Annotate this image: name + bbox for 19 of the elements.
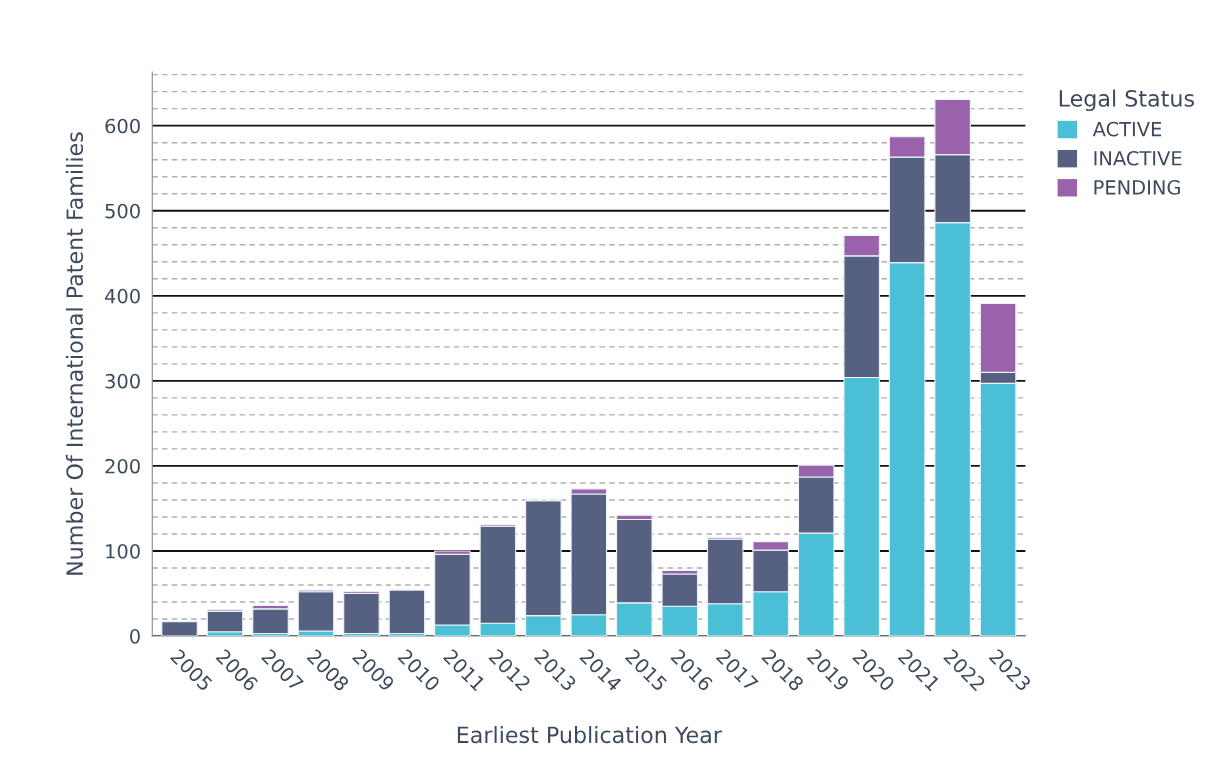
legend-label: INACTIVE <box>1094 150 1182 166</box>
legend-label: PENDING <box>1094 180 1180 195</box>
y-tick-label: 0 <box>130 629 140 644</box>
legend-title: Legal Status <box>1059 89 1194 112</box>
bar <box>252 608 289 635</box>
bar <box>206 610 244 633</box>
y-tick-label: 500 <box>105 203 140 219</box>
x-axis-title: Earliest Publication Year <box>457 726 722 744</box>
bar <box>297 591 335 632</box>
bar <box>161 621 198 637</box>
y-tick-label: 300 <box>105 373 140 389</box>
y-tick-label: 600 <box>105 118 140 134</box>
legend-label: ACTIVE <box>1092 121 1162 137</box>
y-axis-title: Number Of International Patent Families <box>65 132 84 575</box>
bar <box>343 592 380 635</box>
y-tick-label: 100 <box>106 543 140 559</box>
y-tick-label: 400 <box>105 288 140 304</box>
y-tick-label: 200 <box>105 458 140 474</box>
bar <box>388 589 426 635</box>
